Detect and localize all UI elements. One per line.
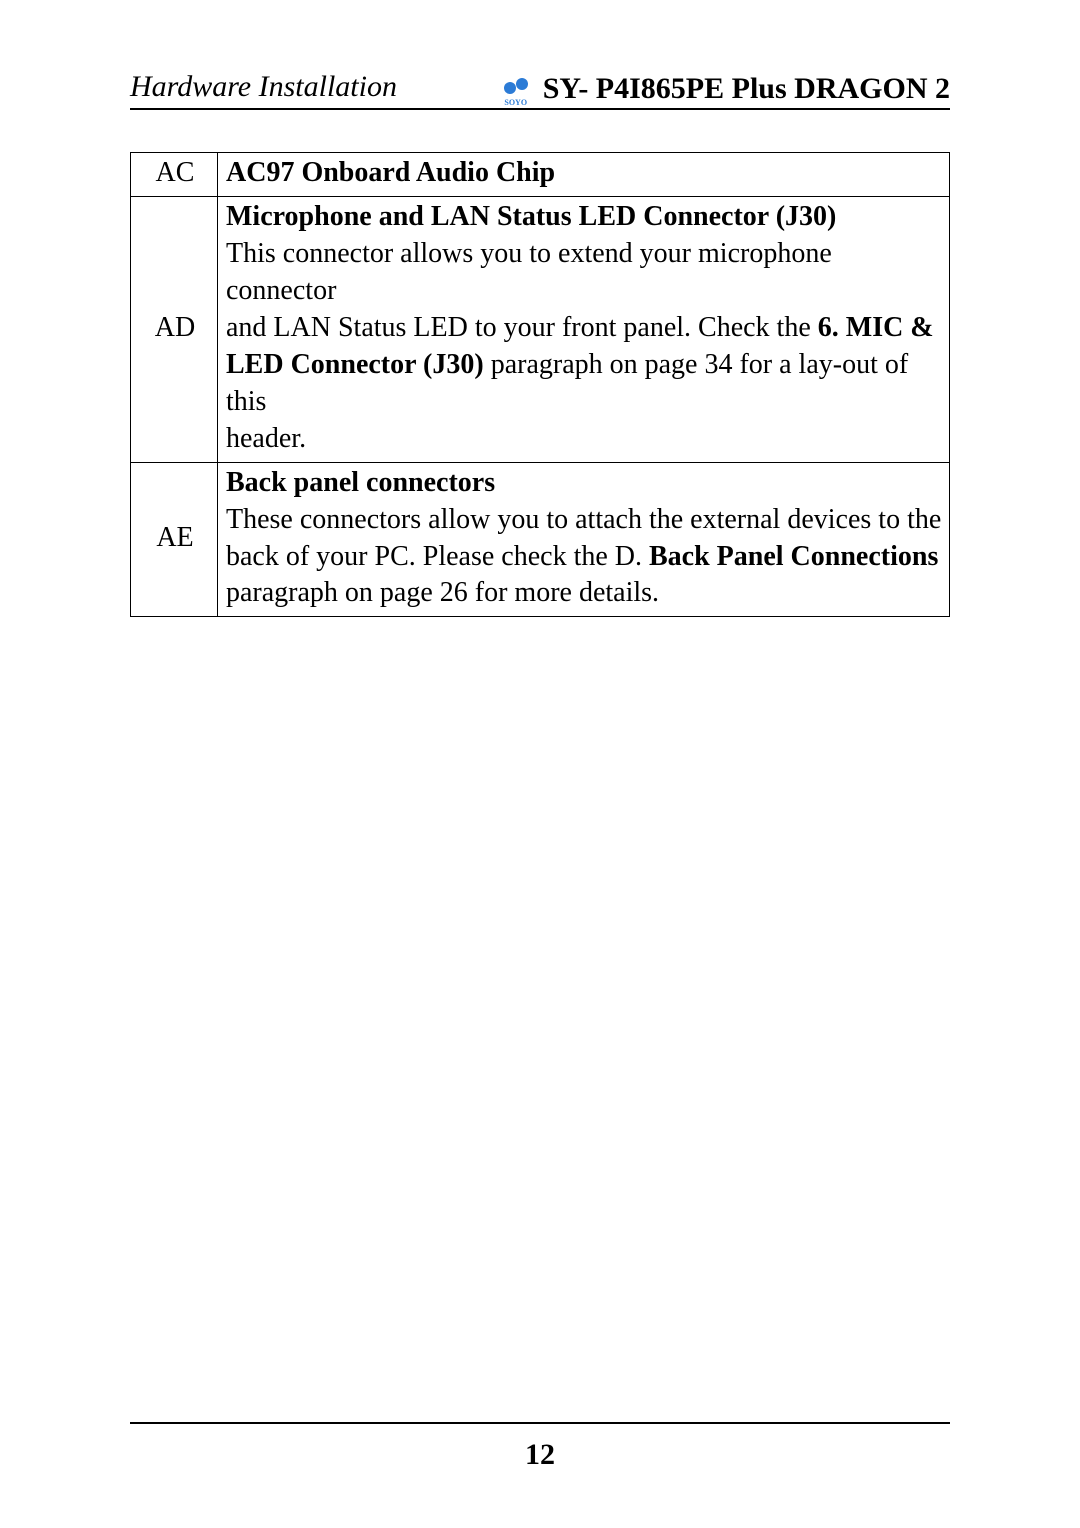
- desc-segment: and LAN Status LED to your front panel. …: [226, 312, 818, 343]
- header-right: SOYO SY- P4I865PE Plus DRAGON 2: [499, 72, 950, 106]
- table-row: ADMicrophone and LAN Status LED Connecto…: [131, 196, 950, 462]
- table-row: ACAC97 Onboard Audio Chip: [131, 153, 950, 197]
- spec-table: ACAC97 Onboard Audio ChipADMicrophone an…: [130, 152, 950, 617]
- row-code: AC: [131, 153, 218, 197]
- desc-line: Back panel connectors: [226, 465, 943, 502]
- footer-divider: [130, 1422, 950, 1424]
- desc-line: These connectors allow you to attach the…: [226, 502, 943, 539]
- header-right-text: SY- P4I865PE Plus DRAGON 2: [543, 72, 950, 106]
- desc-line: Microphone and LAN Status LED Connector …: [226, 199, 943, 236]
- table-row: AEBack panel connectorsThese connectors …: [131, 462, 950, 617]
- brand-logo-text: SOYO: [504, 99, 527, 107]
- desc-line: header.: [226, 421, 943, 458]
- desc-line: This connector allows you to extend your…: [226, 236, 943, 310]
- header-left: Hardware Installation: [130, 70, 397, 106]
- row-description: Microphone and LAN Status LED Connector …: [218, 196, 950, 462]
- brand-logo-icon: SOYO: [499, 74, 533, 108]
- row-code: AE: [131, 462, 218, 617]
- desc-segment: Back Panel Connections: [649, 541, 938, 572]
- page-number: 12: [0, 1438, 1080, 1472]
- row-code: AD: [131, 196, 218, 462]
- row-description: Back panel connectorsThese connectors al…: [218, 462, 950, 617]
- page-header: Hardware Installation SOYO SY- P4I865PE …: [130, 70, 950, 106]
- desc-line: and LAN Status LED to your front panel. …: [226, 310, 943, 347]
- desc-line: back of your PC. Please check the D. Bac…: [226, 539, 943, 576]
- desc-line: paragraph on page 26 for more details.: [226, 575, 943, 612]
- desc-line: AC97 Onboard Audio Chip: [226, 155, 943, 192]
- content-area: ACAC97 Onboard Audio ChipADMicrophone an…: [130, 152, 950, 617]
- desc-segment: LED Connector (J30): [226, 349, 491, 380]
- desc-segment: back of your PC. Please check the D.: [226, 541, 649, 572]
- page: Hardware Installation SOYO SY- P4I865PE …: [0, 0, 1080, 1528]
- desc-segment: 6. MIC &: [818, 312, 934, 343]
- row-description: AC97 Onboard Audio Chip: [218, 153, 950, 197]
- desc-line: LED Connector (J30) paragraph on page 34…: [226, 347, 943, 421]
- header-underline: [130, 108, 950, 110]
- brand-logo-shape: [502, 76, 530, 98]
